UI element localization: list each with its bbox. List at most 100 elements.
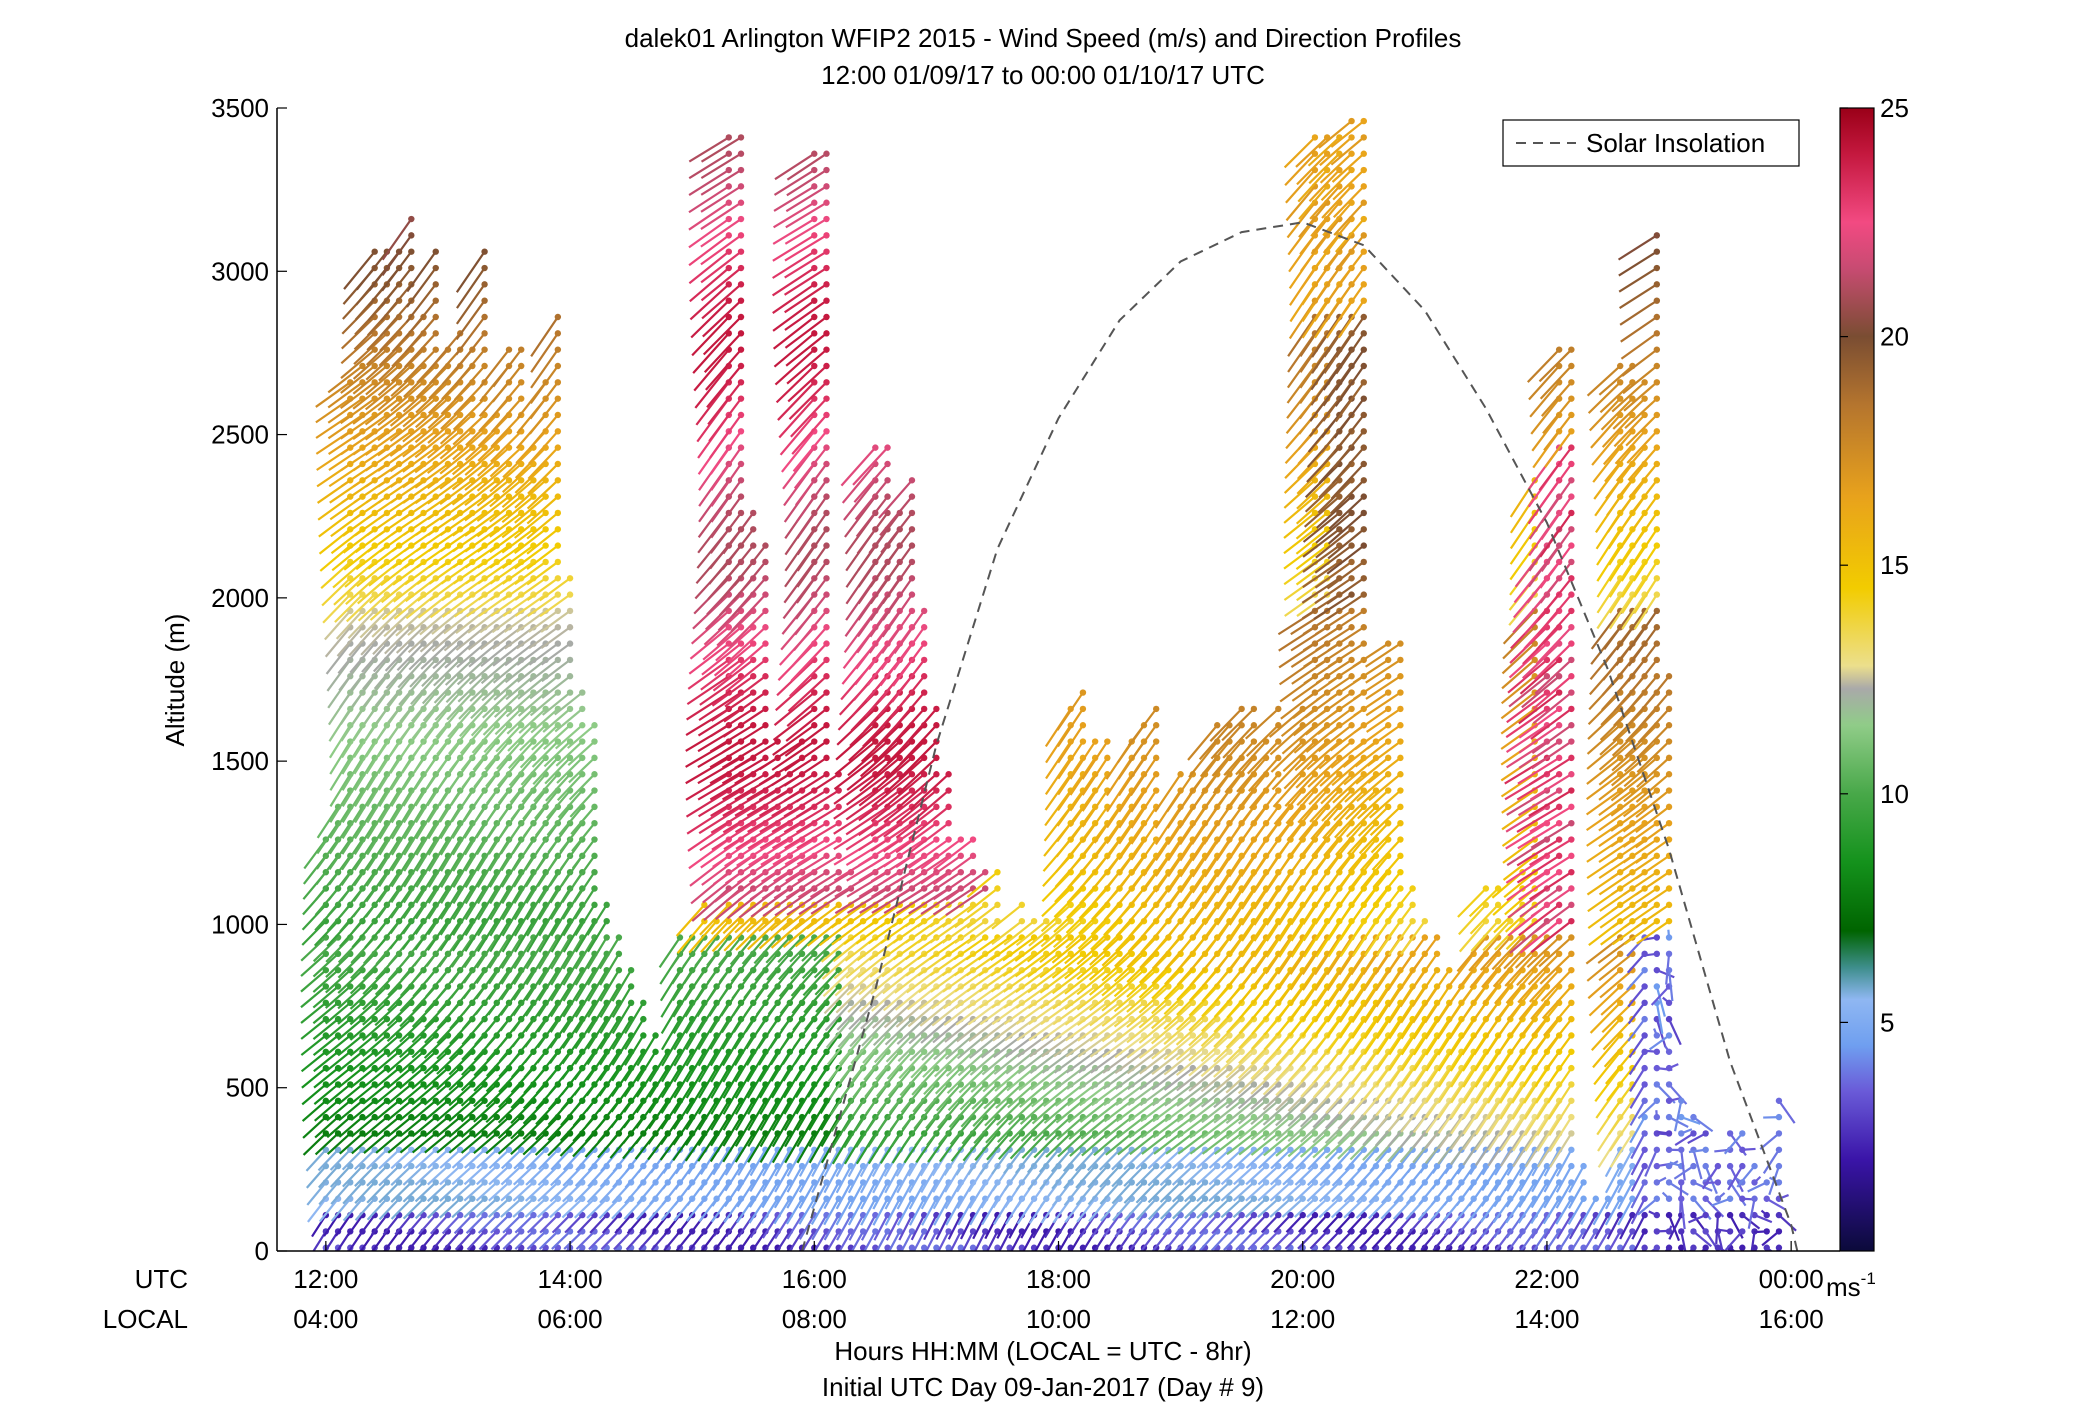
- wind-barb-point: [481, 265, 487, 271]
- wind-barb-point: [738, 330, 744, 336]
- wind-barb-point: [738, 444, 744, 450]
- wind-barb-point: [640, 1032, 646, 1038]
- wind-barb-point: [481, 314, 487, 320]
- wind-barb-point: [591, 755, 597, 761]
- wind-barb-point: [567, 706, 573, 712]
- wind-barb-point: [555, 575, 561, 581]
- wind-barb-point: [591, 869, 597, 875]
- wind-barb-point: [579, 689, 585, 695]
- wind-barb-point: [762, 722, 768, 728]
- wind-barb-point: [579, 706, 585, 712]
- wind-barb-point: [518, 346, 524, 352]
- wind-barb-point: [738, 477, 744, 483]
- wind-barb-point: [555, 379, 561, 385]
- wind-barb-point: [567, 624, 573, 630]
- wind-barb-point: [506, 346, 512, 352]
- wind-barb-point: [481, 297, 487, 303]
- wind-barb-point: [555, 412, 561, 418]
- wind-barb-point: [738, 200, 744, 206]
- wind-barb-point: [738, 314, 744, 320]
- wind-barb-point: [738, 461, 744, 467]
- wind-barb-point: [445, 428, 451, 434]
- wind-barb-point: [555, 673, 561, 679]
- wind-barb-point: [371, 248, 377, 254]
- wind-barb-point: [567, 640, 573, 646]
- wind-barb-point: [555, 461, 561, 467]
- wind-barb-point: [481, 248, 487, 254]
- wind-barb-point: [726, 183, 732, 189]
- wind-barb-point: [555, 363, 561, 369]
- wind-barb-point: [567, 722, 573, 728]
- wind-barb-point: [579, 722, 585, 728]
- wind-barb-point: [738, 363, 744, 369]
- wind-barb-point: [628, 983, 634, 989]
- wind-barb-point: [726, 200, 732, 206]
- wind-barb-point: [481, 346, 487, 352]
- wind-barb-point: [652, 1049, 658, 1055]
- wind-barb-point: [408, 265, 414, 271]
- wind-barb-point: [762, 542, 768, 548]
- wind-barb-point: [750, 657, 756, 663]
- wind-barb-point: [555, 526, 561, 532]
- wind-barb-point: [726, 232, 732, 238]
- wind-barb-point: [481, 330, 487, 336]
- wind-barb-point: [555, 591, 561, 597]
- wind-barb-point: [555, 510, 561, 516]
- wind-barb-point: [567, 591, 573, 597]
- wind-barb-point: [616, 967, 622, 973]
- wind-barb-point: [567, 673, 573, 679]
- wind-barb-point: [555, 493, 561, 499]
- wind-barb-point: [591, 885, 597, 891]
- wind-barb-point: [762, 689, 768, 695]
- wind-barb-point: [542, 559, 548, 565]
- wind-barb-point: [738, 379, 744, 385]
- wind-barb-point: [555, 314, 561, 320]
- wind-barb-point: [591, 820, 597, 826]
- wind-barb-point: [591, 738, 597, 744]
- wind-barb-point: [750, 526, 756, 532]
- wind-barb-point: [518, 379, 524, 385]
- wind-barb-point: [750, 673, 756, 679]
- wind-barb-point: [591, 771, 597, 777]
- wind-barb-point: [603, 918, 609, 924]
- wind-barb-point: [408, 248, 414, 254]
- wind-barb-point: [762, 673, 768, 679]
- wind-barb-point: [750, 689, 756, 695]
- wind-barb-point: [762, 755, 768, 761]
- wind-barb-point: [433, 265, 439, 271]
- wind-barb-point: [750, 510, 756, 516]
- wind-barb-point: [555, 428, 561, 434]
- wind-barb-point: [555, 689, 561, 695]
- wind-barb-point: [738, 395, 744, 401]
- wind-barb-point: [616, 934, 622, 940]
- wind-barb-point: [591, 787, 597, 793]
- wind-barb-point: [738, 216, 744, 222]
- wind-barb-point: [567, 657, 573, 663]
- wind-barb-point: [567, 689, 573, 695]
- wind-barb-point: [762, 706, 768, 712]
- chart-title: dalek01 Arlington WFIP2 2015 - Wind Spee…: [625, 23, 1462, 53]
- wind-barb-point: [738, 493, 744, 499]
- wind-barb-point: [726, 134, 732, 140]
- wind-barb-point: [738, 167, 744, 173]
- wind-barb-point: [750, 722, 756, 728]
- wind-barb-point: [433, 281, 439, 287]
- wind-barb-point: [762, 559, 768, 565]
- wind-barb-point: [591, 902, 597, 908]
- wind-barb-point: [555, 559, 561, 565]
- wind-barb-point: [726, 265, 732, 271]
- wind-barb-point: [652, 1032, 658, 1038]
- wind-barb-point: [640, 1000, 646, 1006]
- wind-barb-point: [567, 575, 573, 581]
- wind-barb-point: [518, 395, 524, 401]
- wind-barb-point: [762, 608, 768, 614]
- wind-barb-point: [555, 640, 561, 646]
- wind-barb-point: [591, 804, 597, 810]
- wind-barb-point: [762, 738, 768, 744]
- wind-barb-point: [591, 836, 597, 842]
- wind-barb-point: [762, 624, 768, 630]
- wind-barb-point: [603, 934, 609, 940]
- wind-barb-point: [726, 151, 732, 157]
- wind-barb-point: [726, 281, 732, 287]
- wind-barb-point: [762, 575, 768, 581]
